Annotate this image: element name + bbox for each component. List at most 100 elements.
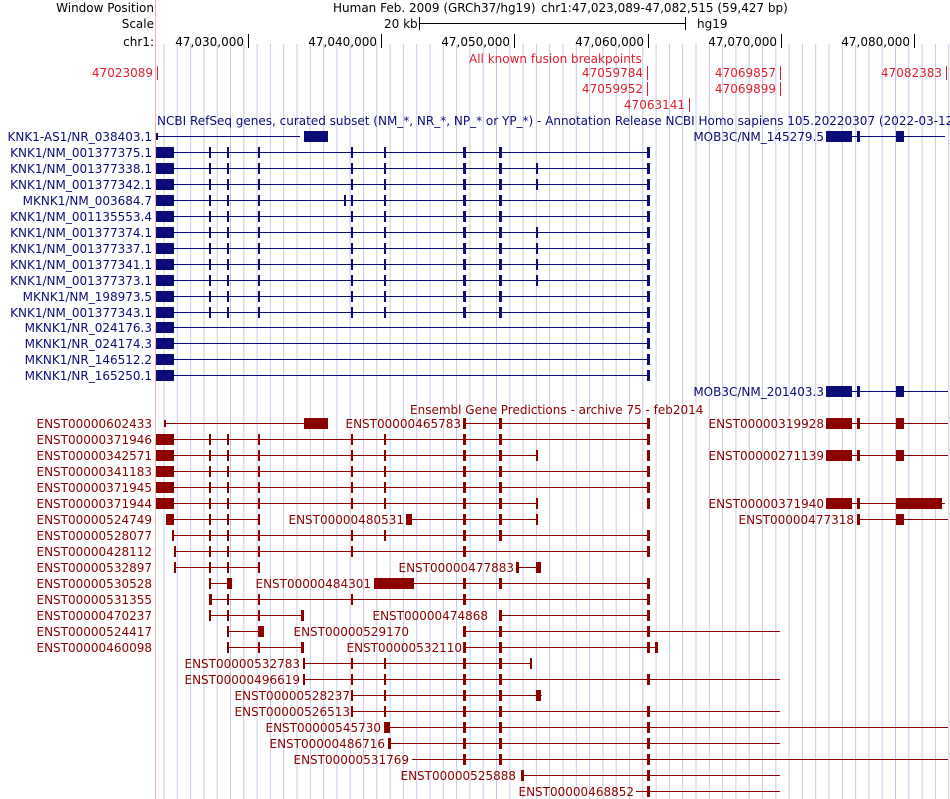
exon-block	[647, 434, 650, 445]
ensembl-inline-label: ENST00000474868	[372, 609, 489, 623]
breakpoint-label: 47069899	[714, 82, 776, 96]
exon-block	[647, 179, 650, 190]
ruler-label: 47,050,000	[441, 35, 510, 49]
exon-block	[536, 243, 538, 254]
exon-block	[647, 370, 650, 381]
exon-block	[463, 514, 466, 525]
exon-block	[463, 578, 466, 589]
exon-block	[156, 147, 174, 158]
refseq-transcript	[0, 274, 950, 288]
ensembl-transcript	[0, 705, 950, 719]
exon-block	[227, 578, 232, 589]
refseq-transcript	[0, 194, 950, 208]
refseq-row-label: KNK1/NM_001377341.1	[10, 258, 152, 272]
ensembl-transcript	[0, 561, 950, 575]
exon-block	[384, 482, 386, 493]
intron-line	[156, 248, 650, 249]
exon-block	[156, 291, 174, 302]
intron-line	[174, 551, 650, 552]
exon-block	[536, 498, 538, 509]
exon-block	[384, 466, 386, 477]
exon-block	[499, 211, 502, 222]
exon-block	[647, 147, 650, 158]
ensembl-transcript	[0, 625, 950, 639]
ensembl-transcript	[0, 737, 950, 751]
exon-block	[647, 482, 650, 493]
ensembl-left-label: ENST00000524749	[36, 513, 153, 527]
exon-block	[209, 562, 211, 573]
ensembl-transcript	[0, 673, 950, 687]
exon-block	[384, 498, 386, 509]
exon-block	[209, 434, 211, 445]
refseq-row-label: KNK1/NM_001377375.1	[10, 146, 152, 160]
scale-bar-left-end	[419, 17, 420, 30]
exon-block	[384, 275, 386, 286]
exon-block	[857, 418, 860, 429]
exon-block	[384, 195, 386, 206]
ensembl-transcript	[0, 433, 950, 447]
exon-block	[463, 546, 466, 557]
exon-block	[406, 514, 412, 525]
exon-block	[174, 546, 176, 557]
exon-block	[351, 546, 353, 557]
exon-block	[258, 259, 260, 270]
exon-block	[384, 179, 386, 190]
exon-block	[384, 163, 386, 174]
exon-block	[857, 386, 860, 397]
ensembl-left-label: ENST00000530528	[36, 577, 153, 591]
refseq-row-label: MKNK1/NM_198973.5	[22, 290, 152, 304]
exon-block	[156, 434, 174, 445]
ensembl-inline-label: ENST00000532110	[346, 641, 463, 655]
exon-block	[258, 610, 260, 621]
intron-line	[463, 647, 658, 648]
exon-block	[344, 195, 346, 206]
position-label: chr1:47,023,089-47,082,515 (59,427 bp)	[541, 1, 788, 15]
exon-block	[351, 434, 353, 445]
intron-line	[156, 312, 650, 313]
exon-block	[499, 498, 502, 509]
exon-block	[258, 482, 260, 493]
ruler-tick	[648, 34, 649, 48]
ruler-tick	[248, 34, 249, 48]
exon-block	[647, 418, 650, 429]
exon-block	[463, 690, 466, 701]
exon-block	[896, 386, 904, 397]
intron-line	[412, 759, 948, 760]
exon-block	[209, 179, 211, 190]
fusion-track-title: All known fusion breakpoints	[469, 52, 642, 66]
intron-line	[156, 455, 538, 456]
intron-line	[516, 567, 541, 568]
intron-line	[156, 280, 650, 281]
exon-block	[351, 211, 353, 222]
exon-block	[384, 291, 386, 302]
intron-line	[463, 631, 780, 632]
exon-block	[499, 259, 502, 270]
chr-label: chr1:	[123, 35, 154, 49]
exon-block	[647, 211, 650, 222]
exon-block	[826, 450, 852, 461]
exon-block	[499, 690, 502, 701]
exon-block	[896, 418, 904, 429]
intron-line	[156, 152, 650, 153]
exon-block	[463, 147, 466, 158]
exon-block	[857, 498, 860, 509]
exon-block	[258, 642, 260, 653]
exon-block	[156, 354, 174, 365]
exon-block	[209, 546, 211, 557]
ensembl-inline-label: ENST00000531769	[293, 753, 410, 767]
intron-line	[156, 216, 650, 217]
exon-block	[463, 195, 466, 206]
exon-block	[227, 307, 229, 318]
intron-line	[388, 743, 780, 744]
exon-block	[521, 770, 524, 781]
refseq-row-label: MKNK1/NR_146512.2	[24, 353, 152, 367]
exon-block	[227, 594, 229, 605]
ensembl-transcript	[0, 465, 950, 479]
exon-block	[258, 291, 260, 302]
exon-block	[209, 610, 211, 621]
exon-block	[166, 514, 174, 525]
exon-block	[463, 738, 466, 749]
exon-block	[463, 259, 466, 270]
exon-block	[351, 674, 353, 685]
refseq-row-label: KNK1/NM_001377337.1	[10, 242, 152, 256]
